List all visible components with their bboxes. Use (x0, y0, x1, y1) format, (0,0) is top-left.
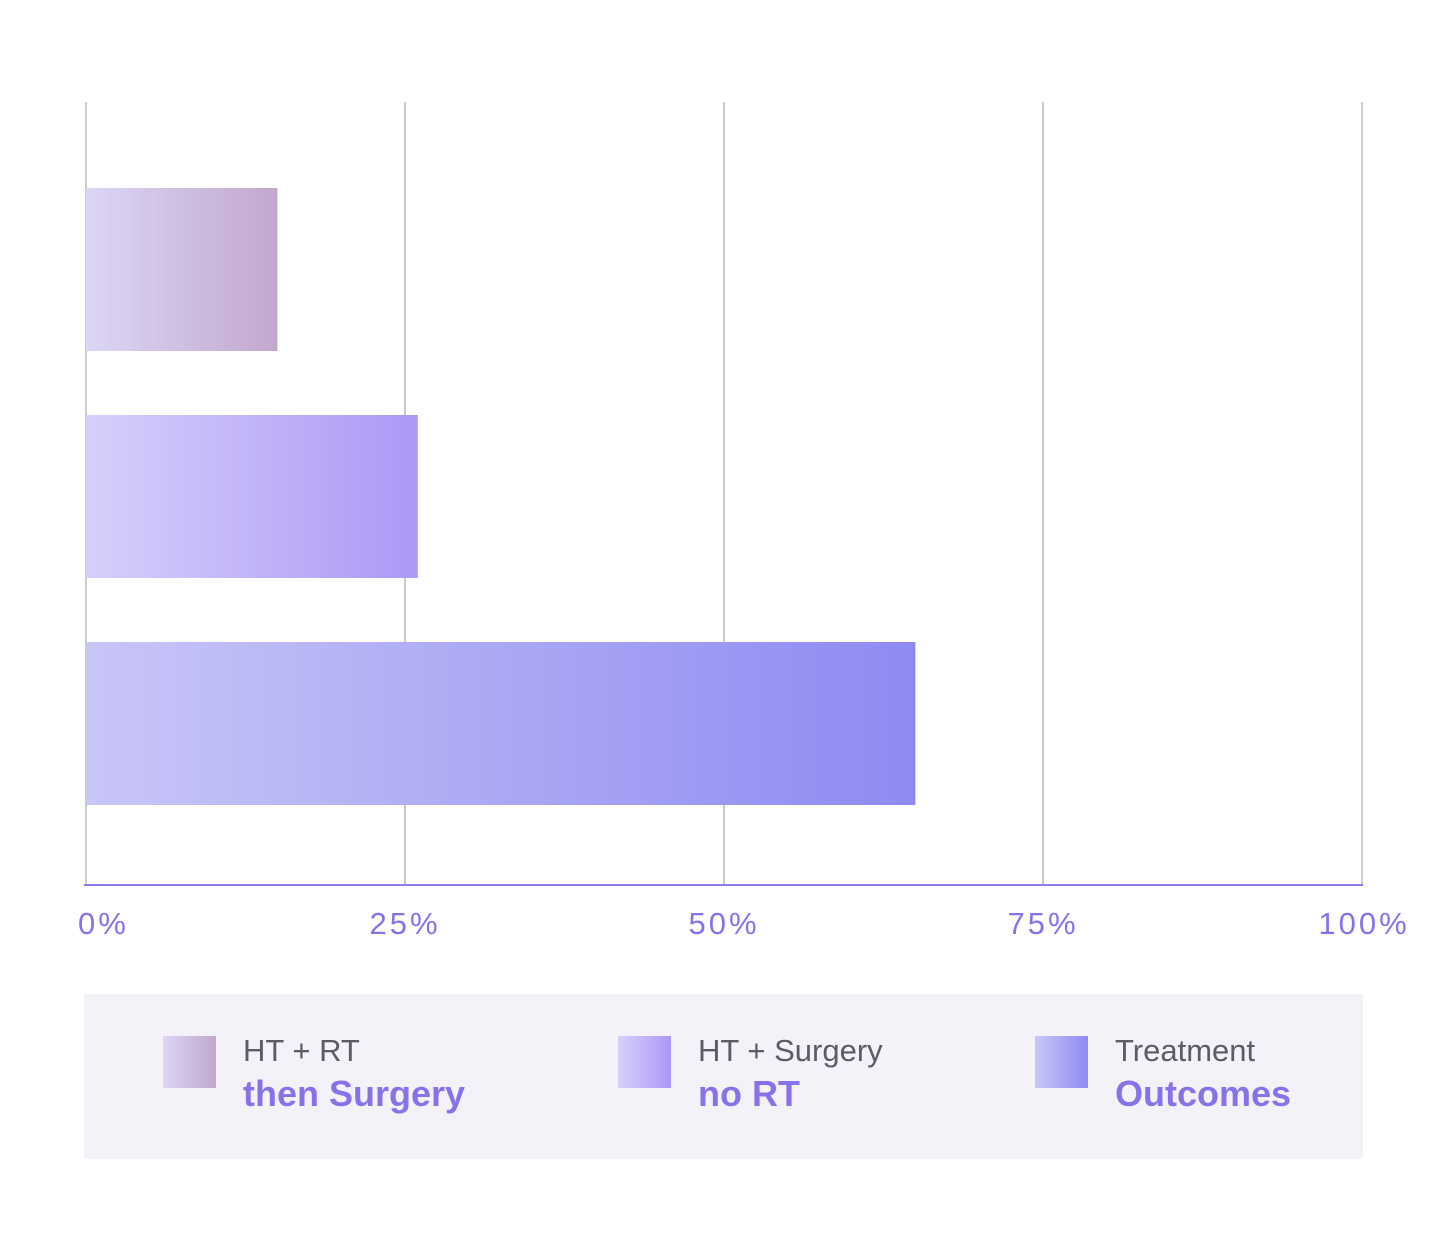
legend-label-line1: Treatment (1115, 1033, 1256, 1068)
legend-label-line1: HT + RT (243, 1033, 360, 1068)
x-tick-label: 0% (78, 906, 129, 941)
legend-label-line1: HT + Surgery (698, 1033, 883, 1068)
legend-label-line2: then Surgery (243, 1073, 466, 1114)
legend-swatch (618, 1036, 671, 1088)
bar-1 (86, 188, 278, 351)
legend-swatch (163, 1036, 216, 1088)
legend-label-line2: no RT (698, 1073, 800, 1114)
x-tick-label: 25% (369, 906, 440, 941)
x-tick-labels: 0% 25% 50% 75% 100% (78, 906, 1409, 941)
bar-chart: 0% 25% 50% 75% 100% (78, 102, 1409, 941)
x-tick-label: 100% (1318, 906, 1409, 941)
x-tick-label: 75% (1007, 906, 1078, 941)
legend: HT + RT then Surgery HT + Surgery no RT … (84, 994, 1363, 1159)
bars (86, 188, 916, 805)
bar-2 (86, 415, 418, 578)
legend-swatch (1035, 1036, 1088, 1088)
legend-label-line2: Outcomes (1115, 1073, 1292, 1114)
bar-3 (86, 642, 916, 805)
x-tick-label: 50% (688, 906, 759, 941)
